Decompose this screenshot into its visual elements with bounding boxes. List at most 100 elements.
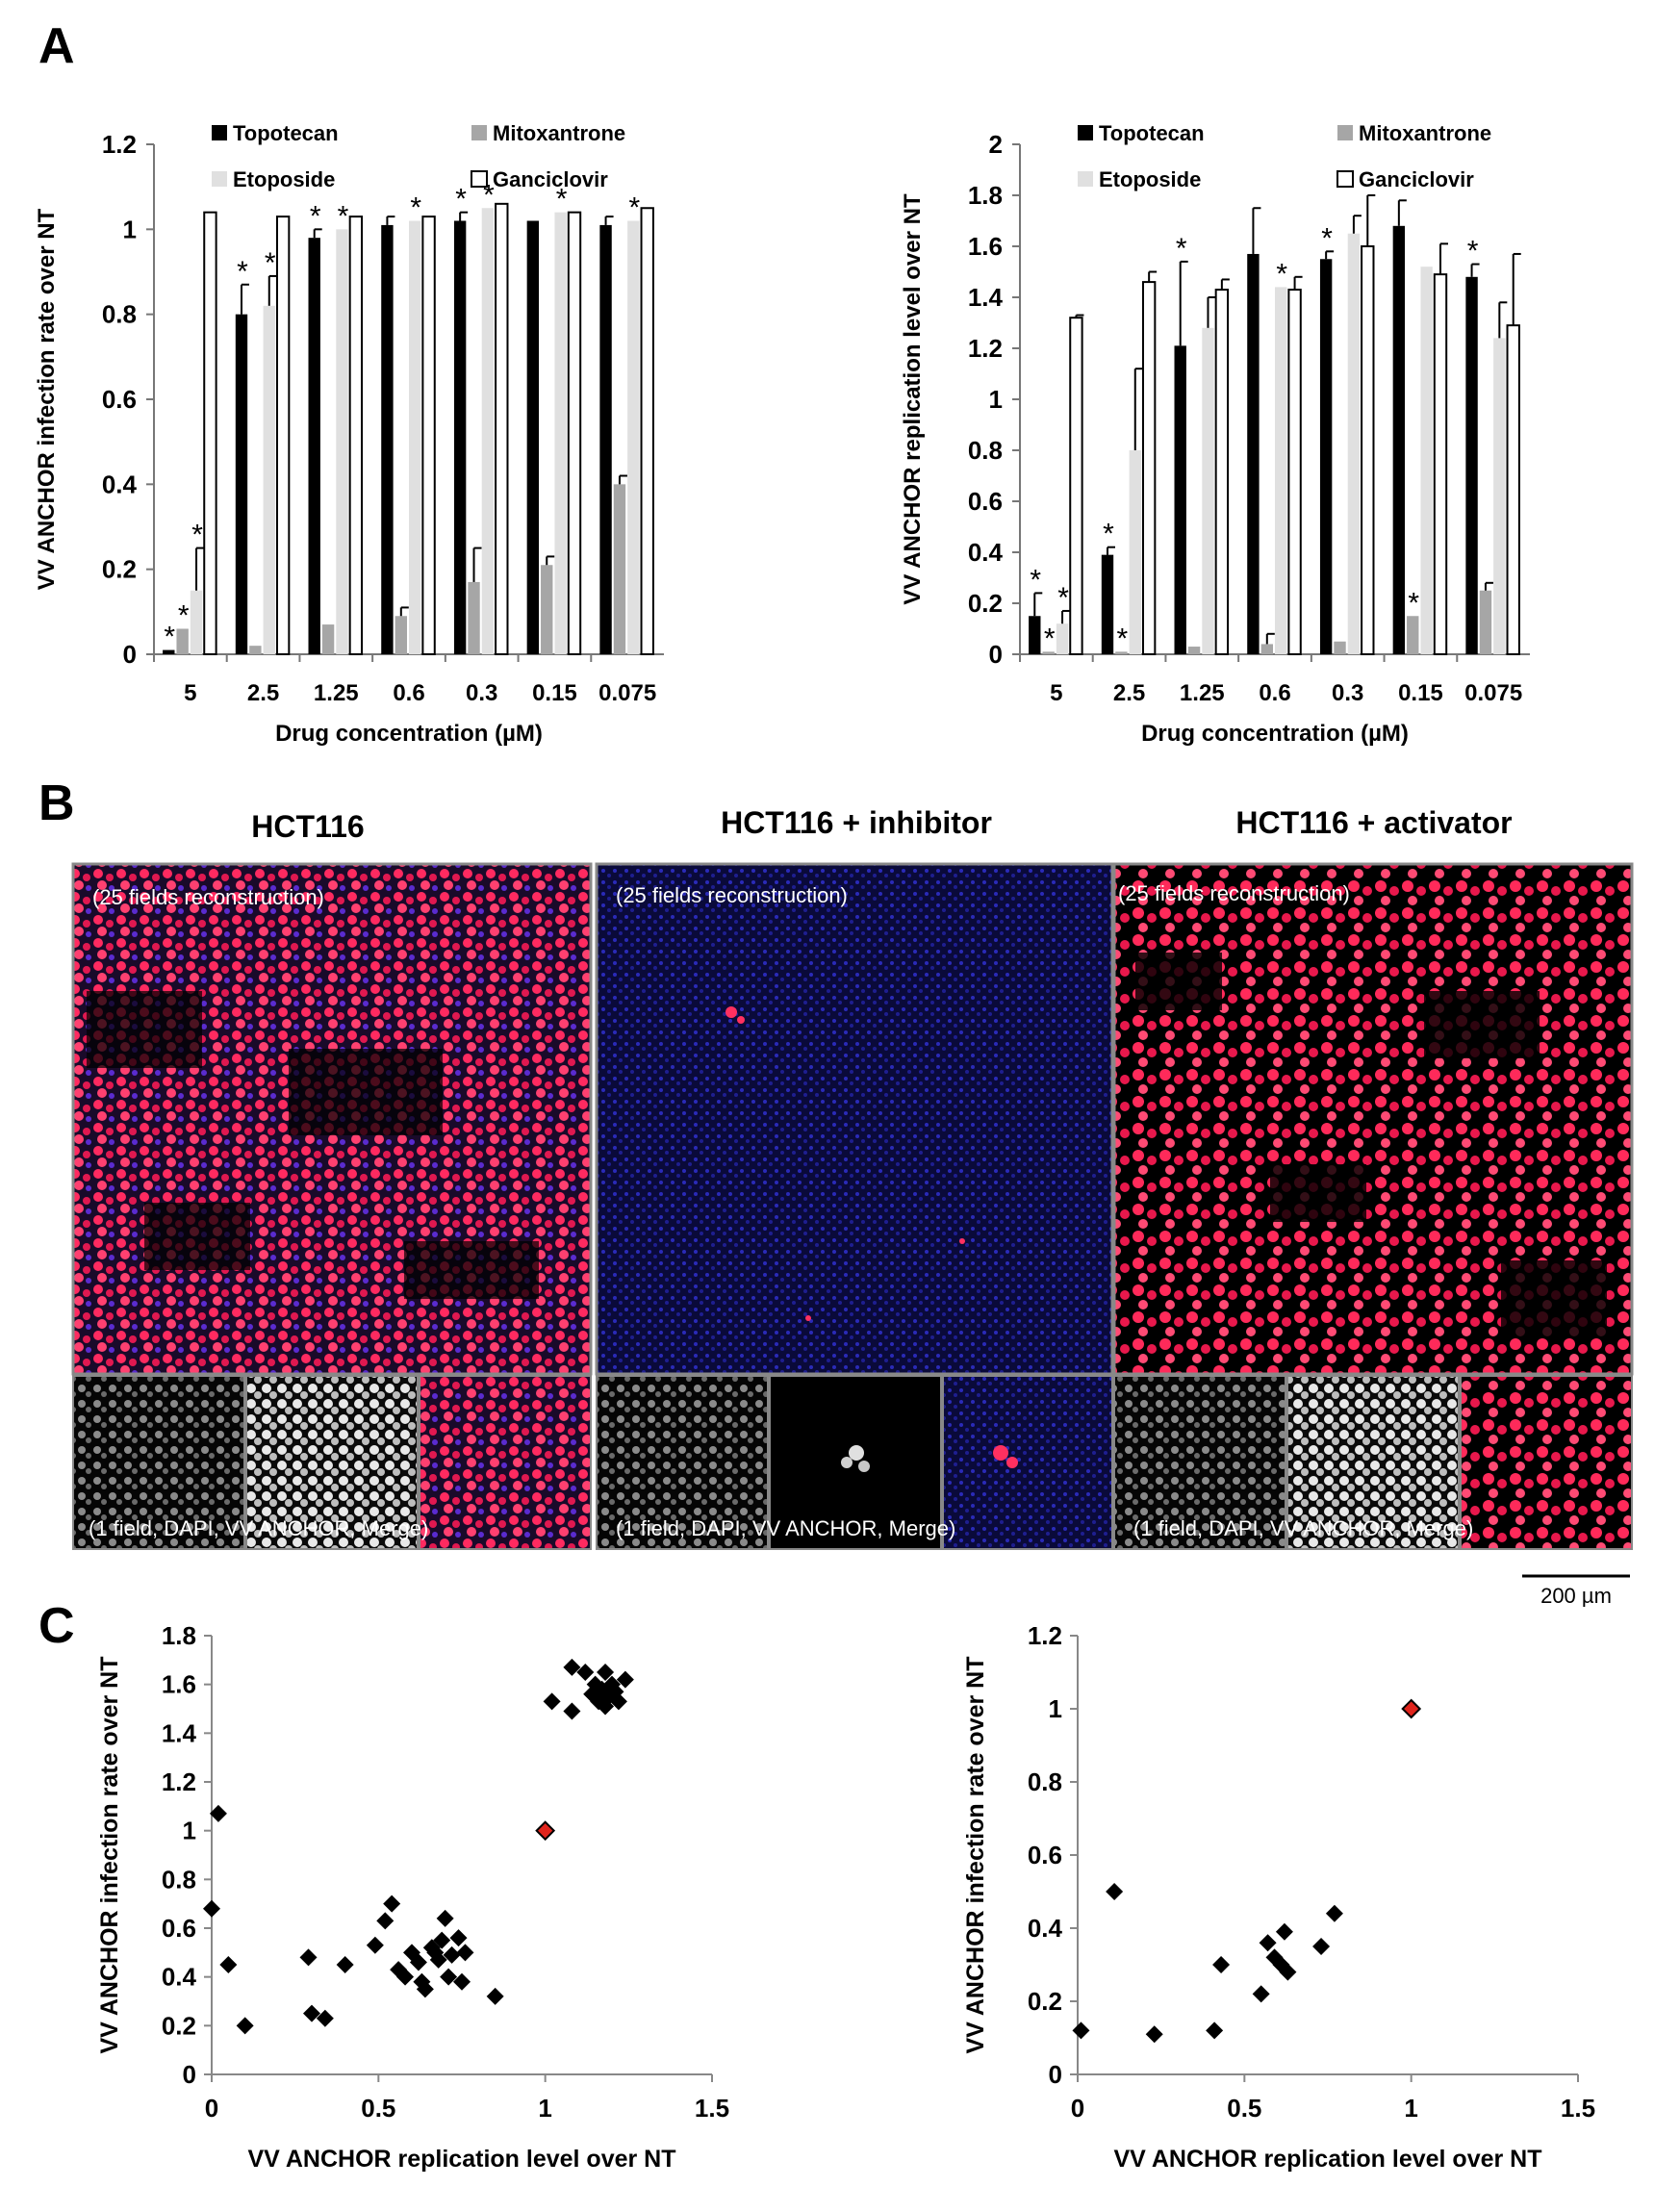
scatter-point	[426, 1944, 445, 1962]
y-tick-label: 1	[183, 1817, 196, 1845]
significance-asterisk: *	[410, 192, 421, 224]
x-axis-label: Drug concentration (µM)	[275, 721, 543, 747]
bar	[1275, 287, 1287, 654]
significance-asterisk: *	[338, 200, 349, 232]
panel-letter-c: C	[38, 1598, 75, 1654]
legend-label: Topotecan	[233, 121, 339, 145]
bar	[1506, 324, 1520, 655]
x-tick-label: 1.25	[1180, 680, 1225, 706]
bar	[1493, 338, 1506, 654]
scatter-point	[383, 1894, 401, 1913]
scatter-point	[616, 1670, 634, 1689]
recon-label-inhibitor: (25 fields reconstruction)	[616, 883, 848, 907]
bar	[554, 212, 567, 654]
y-tick-label: 0	[989, 640, 1003, 669]
bar	[1042, 651, 1055, 654]
scatter-point	[396, 1968, 415, 1986]
y-axis-label: VV ANCHOR infection rate over NT	[96, 1656, 123, 2053]
x-axis-label: Drug concentration (µM)	[1141, 721, 1409, 747]
scatter-point	[486, 1987, 504, 2005]
x-tick-label: 5	[1050, 680, 1062, 706]
legend-label: Mitoxantrone	[1359, 121, 1491, 145]
legend-swatch	[1337, 125, 1353, 140]
bar	[163, 649, 175, 654]
legend-label: Topotecan	[1099, 121, 1205, 145]
y-tick-label: 0.8	[968, 436, 1003, 465]
scatter-point	[299, 1948, 318, 1967]
significance-asterisk: *	[310, 200, 321, 232]
legend-swatch	[212, 125, 227, 140]
bar	[1141, 281, 1157, 655]
scatter-point	[440, 1968, 458, 1986]
significance-asterisk: *	[191, 520, 203, 551]
field-label-hct116: (1 field, DAPI, VV ANCHOR, Merge)	[89, 1516, 428, 1540]
bar	[640, 207, 654, 655]
y-axis-label: VV ANCHOR replication level over NT	[900, 193, 926, 605]
y-tick-label: 0	[123, 640, 137, 669]
y-tick-label: 1.4	[968, 283, 1004, 312]
y-tick-label: 1.2	[162, 1767, 196, 1796]
significance-asterisk: *	[178, 600, 190, 632]
bar	[1187, 647, 1201, 654]
x-tick-label: 0.075	[598, 680, 656, 706]
scatter-point	[433, 1931, 451, 1949]
scatter-point	[416, 1980, 434, 1998]
x-tick-label: 5	[184, 680, 196, 706]
legend-label: Etoposide	[1099, 167, 1201, 191]
significance-asterisk: *	[1276, 258, 1287, 290]
bar	[1479, 590, 1492, 654]
bar	[1465, 276, 1478, 654]
scatter-point	[1275, 1922, 1293, 1941]
panel-b-title-inhibitor: HCT116 + inhibitor	[721, 805, 992, 840]
y-tick-label: 1.4	[162, 1718, 197, 1747]
scatter-point	[543, 1692, 561, 1711]
bar	[468, 581, 480, 654]
bar	[1214, 289, 1230, 656]
y-tick-label: 0.2	[102, 555, 137, 584]
x-tick-label: 2.5	[1113, 680, 1145, 706]
y-tick-label: 0.6	[1028, 1841, 1062, 1869]
significance-asterisk: *	[1467, 236, 1479, 267]
panel-b-microscopy: HCT116 HCT116 + inhibitor HCT116 + activ…	[71, 805, 1634, 1607]
y-tick-label: 2	[989, 130, 1003, 159]
bar	[1247, 253, 1260, 654]
field-activator	[1113, 1375, 1633, 1550]
x-tick-label: 1.5	[1561, 2094, 1595, 2123]
x-tick-label: 0.15	[1398, 680, 1443, 706]
scatter-point	[597, 1664, 615, 1681]
x-tick-label: 0.5	[1227, 2094, 1261, 2123]
bar	[1347, 233, 1361, 654]
scatter-point	[366, 1936, 384, 1954]
bar	[395, 616, 407, 654]
bar	[321, 624, 335, 654]
significance-asterisk: *	[265, 247, 276, 279]
legend-label: Ganciclovir	[1359, 167, 1474, 191]
scatter-point	[1325, 1904, 1343, 1922]
scatter-point	[413, 1972, 431, 1991]
x-tick-label: 0	[1071, 2094, 1084, 2123]
scatter-point	[1312, 1938, 1331, 1955]
scatter-point	[453, 1972, 471, 1991]
legend-swatch	[1336, 170, 1354, 188]
y-tick-label: 0.4	[1028, 1914, 1063, 1943]
bar	[627, 220, 640, 654]
legend-swatch	[471, 170, 488, 188]
scatter-point	[563, 1702, 581, 1720]
bar	[1361, 245, 1375, 655]
significance-asterisk: *	[556, 184, 568, 216]
bar	[176, 628, 189, 654]
legend-swatch	[1078, 171, 1093, 187]
scatter-point	[303, 2004, 320, 2022]
bar	[409, 220, 421, 654]
x-tick-label: 0.3	[1332, 680, 1363, 706]
bar	[421, 216, 436, 655]
x-tick-label: 0	[205, 2094, 218, 2123]
scatter-point	[1072, 2021, 1090, 2040]
scatter-point	[203, 1899, 220, 1918]
field-label-activator: (1 field, DAPI, VV ANCHOR, Merge)	[1133, 1516, 1473, 1540]
y-tick-label: 0.8	[162, 1865, 196, 1894]
bar	[453, 220, 467, 654]
y-tick-label: 0.6	[162, 1914, 196, 1943]
y-tick-label: 0.4	[162, 1963, 197, 1992]
y-tick-label: 1.8	[162, 1621, 196, 1650]
